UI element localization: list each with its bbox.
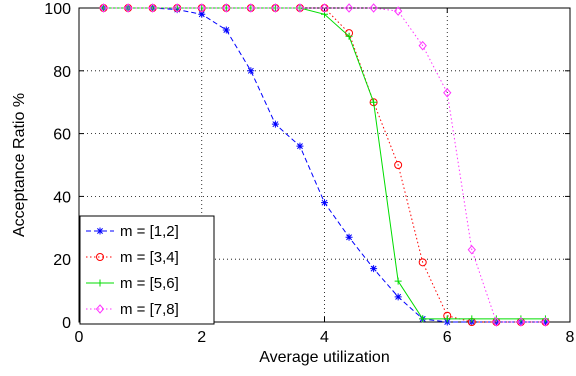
- data-point: [370, 265, 378, 273]
- data-point: [345, 32, 353, 40]
- data-point: [320, 3, 329, 13]
- data-point: [271, 120, 279, 128]
- legend-label: m = [5,6]: [120, 275, 179, 292]
- y-tick-label: 20: [53, 252, 71, 269]
- data-point: [344, 3, 354, 13]
- x-tick-label: 2: [197, 329, 206, 346]
- x-tick-label: 6: [443, 329, 452, 346]
- data-point: [296, 142, 304, 150]
- data-point: [393, 6, 403, 16]
- legend-item: m = [7,8]: [86, 301, 179, 318]
- data-point: [517, 315, 525, 323]
- data-point: [222, 3, 231, 13]
- data-point: [123, 3, 133, 13]
- data-point: [197, 3, 206, 13]
- legend-label: m = [3,4]: [120, 249, 179, 266]
- legend-marker: [96, 253, 104, 261]
- y-tick-label: 60: [53, 127, 71, 144]
- grid-lines: [79, 8, 570, 322]
- data-point: [148, 3, 157, 13]
- data-point: [418, 40, 427, 51]
- data-point: [173, 3, 182, 13]
- series-line: [103, 7, 546, 323]
- data-point: [271, 3, 280, 13]
- x-tick-label: 4: [320, 329, 329, 346]
- data-point: [271, 4, 279, 12]
- data-point: [541, 317, 550, 327]
- y-tick-label: 100: [44, 1, 71, 18]
- data-point: [222, 26, 230, 34]
- data-point: [443, 315, 451, 323]
- data-point: [246, 3, 256, 13]
- x-tick-label: 0: [75, 329, 84, 346]
- data-point: [443, 88, 452, 98]
- data-point: [541, 315, 549, 323]
- data-point: [198, 10, 206, 18]
- data-point: [247, 67, 255, 75]
- data-point: [370, 98, 378, 106]
- data-point: [468, 315, 476, 323]
- legend-item: m = [3,4]: [86, 249, 179, 266]
- data-point: [321, 199, 328, 207]
- data-point: [99, 3, 108, 13]
- legend-label: m = [1,2]: [120, 223, 179, 240]
- series-group: [99, 3, 550, 327]
- data-point: [418, 258, 427, 267]
- x-tick-label: 8: [566, 329, 575, 346]
- legend-marker: [95, 304, 105, 314]
- data-point: [394, 293, 402, 301]
- y-axis-label: Acceptance Ratio %: [11, 93, 28, 237]
- y-tick-label: 40: [53, 189, 71, 206]
- series-4: [99, 3, 550, 327]
- data-point: [173, 4, 181, 12]
- legend-marker: [96, 227, 104, 235]
- data-point: [467, 245, 476, 255]
- legend-item: m = [1,2]: [86, 223, 179, 240]
- data-point: [492, 317, 501, 327]
- legend: m = [1,2] m = [3,4] m = [5,6] m = [7,8]: [79, 215, 215, 325]
- data-point: [419, 315, 427, 323]
- series-3: [100, 4, 549, 323]
- data-point: [394, 277, 402, 285]
- data-point: [516, 317, 526, 327]
- legend-item: m = [5,6]: [86, 275, 179, 292]
- legend-box: [79, 215, 215, 325]
- legend-marker: [96, 279, 104, 287]
- data-point: [394, 161, 403, 169]
- y-tick-label: 0: [62, 315, 71, 332]
- data-point: [295, 3, 305, 13]
- x-axis-label: Average utilization: [259, 349, 389, 366]
- data-point: [345, 233, 353, 241]
- y-tick-label: 80: [53, 64, 71, 81]
- data-point: [369, 3, 378, 13]
- legend-label: m = [7,8]: [120, 301, 179, 318]
